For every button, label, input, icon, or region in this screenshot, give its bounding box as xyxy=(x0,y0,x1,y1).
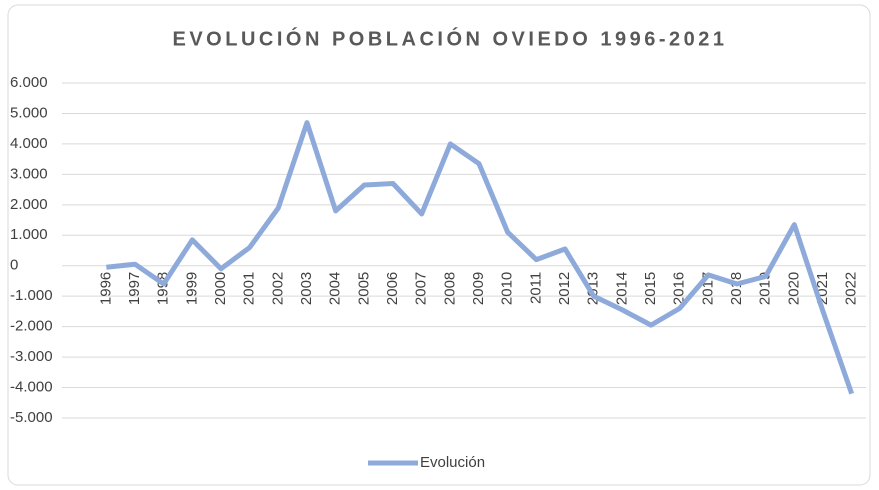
x-tick-label: 2000 xyxy=(212,272,229,305)
x-tick-label: 2010 xyxy=(499,272,516,305)
y-tick-label: -5.000 xyxy=(10,409,53,426)
y-tick-label: 6.000 xyxy=(10,74,48,91)
y-tick-label: 3.000 xyxy=(10,165,48,182)
x-tick-label: 2015 xyxy=(642,272,659,305)
x-tick-label: 2006 xyxy=(384,272,401,305)
x-tick-label: 2016 xyxy=(671,272,688,305)
x-tick-label: 2020 xyxy=(785,272,802,305)
y-tick-label: -4.000 xyxy=(10,379,53,396)
y-tick-label: 0 xyxy=(10,257,18,274)
x-tick-label: 2014 xyxy=(613,272,630,305)
x-tick-label: 2002 xyxy=(269,272,286,305)
x-tick-label: 2008 xyxy=(441,272,458,305)
x-tick-label: 2022 xyxy=(843,272,860,305)
y-tick-label: -3.000 xyxy=(10,348,53,365)
chart-title: EVOLUCIÓN POBLACIÓN OVIEDO 1996-2021 xyxy=(172,26,727,50)
series-line xyxy=(106,120,855,395)
x-tick-label: 2018 xyxy=(728,272,745,305)
legend-label: Evolución xyxy=(420,454,485,471)
y-tick-label: 5.000 xyxy=(10,104,48,121)
y-tick-label: 1.000 xyxy=(10,226,48,243)
x-tick-label: 2011 xyxy=(527,272,544,304)
x-tick-label: 1997 xyxy=(126,272,143,305)
chart-frame xyxy=(7,4,871,486)
x-tick-label: 2003 xyxy=(298,272,315,305)
y-tick-label: 2.000 xyxy=(10,196,48,213)
y-tick-label: 4.000 xyxy=(10,135,48,152)
x-tick-label: 2001 xyxy=(241,272,258,305)
y-tick-label: -2.000 xyxy=(10,318,53,335)
x-tick-label: 1996 xyxy=(97,272,114,305)
x-tick-label: 1999 xyxy=(183,272,200,305)
x-tick-label: 2012 xyxy=(556,272,573,305)
y-tick-label: -1.000 xyxy=(10,287,53,304)
x-tick-label: 2005 xyxy=(355,272,372,305)
x-tick-label: 2009 xyxy=(470,272,487,305)
x-tick-label: 2004 xyxy=(327,272,344,305)
x-tick-label: 2007 xyxy=(413,272,430,305)
